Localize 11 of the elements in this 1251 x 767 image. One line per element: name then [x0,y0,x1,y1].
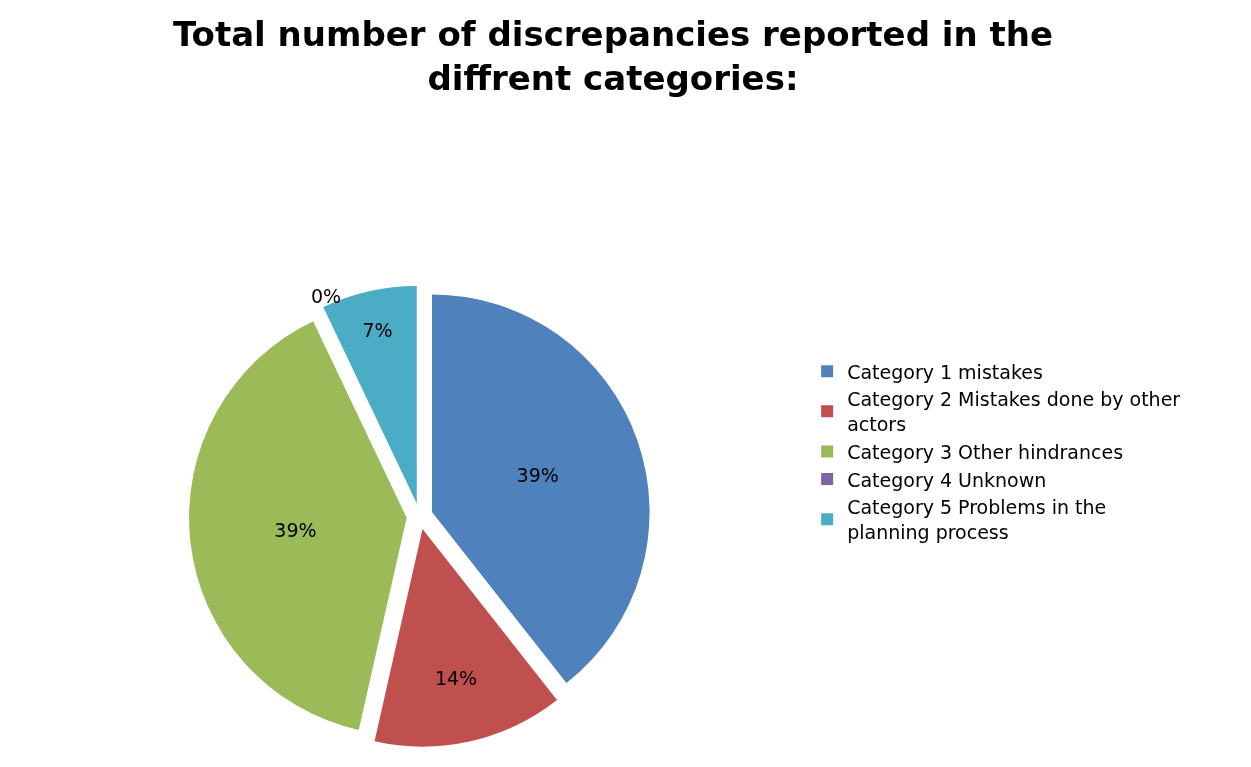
legend-label: Category 2 Mistakes done by other actors [847,388,1181,436]
legend-label: Category 1 mistakes [847,360,1043,383]
chart-title: Total number of discrepancies reported in the diffrent categories: [172,14,1054,99]
data-label: 7% [362,318,393,341]
legend-label: Category 3 Other hindrances [847,440,1124,463]
text: 0% [311,285,342,307]
data-label: 39% [516,464,559,487]
data-label: 14% [434,666,478,689]
legend-label: Category 4 Unknown [847,468,1047,491]
data-label: 39% [274,519,317,542]
legend-label: Category 5 Problems in the planning process [847,496,1107,543]
